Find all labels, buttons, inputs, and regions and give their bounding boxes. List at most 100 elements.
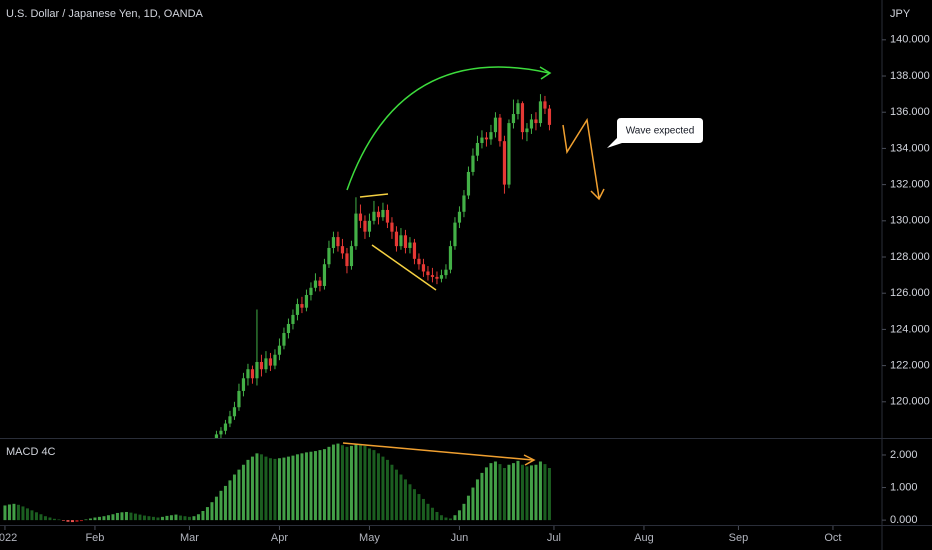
histogram-bar xyxy=(48,517,52,521)
histogram-bar xyxy=(147,516,151,521)
histogram-bar xyxy=(516,460,520,521)
histogram-bar xyxy=(331,444,335,521)
histogram-bar xyxy=(336,443,340,521)
histogram-bar xyxy=(286,456,290,521)
y-axis-label: JPY xyxy=(890,8,911,20)
histogram-bar xyxy=(106,515,110,521)
y-tick-label: 128.000 xyxy=(890,251,930,263)
candle-body xyxy=(219,430,223,435)
candle-body xyxy=(232,407,237,417)
y-tick-label: 138.000 xyxy=(890,70,930,82)
histogram-bar xyxy=(385,459,389,521)
x-tick-label: Jul xyxy=(547,532,561,544)
histogram-bar xyxy=(97,516,101,521)
histogram-bar xyxy=(394,469,398,521)
x-tick-label: Feb xyxy=(85,532,104,544)
histogram-bar xyxy=(349,445,353,521)
histogram-bar xyxy=(502,468,506,521)
histogram-bar xyxy=(484,467,488,521)
candle-body xyxy=(408,242,412,248)
x-tick-label: May xyxy=(359,532,380,544)
candle-body xyxy=(421,264,426,272)
histogram-bar xyxy=(480,472,484,521)
histogram-bar xyxy=(300,453,304,521)
candle-body xyxy=(214,434,219,438)
candle-body xyxy=(480,137,484,143)
histogram-bar xyxy=(124,511,128,521)
histogram-bar xyxy=(462,503,466,521)
histogram-bar xyxy=(237,469,241,521)
histogram-bar xyxy=(57,519,61,521)
histogram-bar xyxy=(367,448,371,521)
histogram-bar xyxy=(507,464,511,521)
histogram-bar xyxy=(475,479,479,521)
candle-body xyxy=(403,235,408,248)
candle-body xyxy=(547,108,552,125)
histogram-bar xyxy=(466,495,470,521)
candle-body xyxy=(372,211,376,221)
candle-body xyxy=(273,354,277,366)
histogram-bar xyxy=(318,450,322,521)
candle-body xyxy=(309,287,313,296)
histogram-bar xyxy=(25,508,29,521)
candle-body xyxy=(313,280,318,288)
histogram-bar xyxy=(187,516,191,521)
histogram-bar xyxy=(219,490,223,521)
y-tick-label: 124.000 xyxy=(890,323,930,335)
histogram-bar xyxy=(529,465,533,521)
candle-body xyxy=(484,137,489,140)
histogram-bar xyxy=(169,515,173,521)
histogram-bar xyxy=(241,464,245,521)
histogram-bar xyxy=(7,504,11,521)
y-tick-label: 126.000 xyxy=(890,287,930,299)
histogram-bar xyxy=(156,517,160,521)
histogram-bar xyxy=(430,507,434,521)
y-tick-label: 136.000 xyxy=(890,106,930,118)
histogram-bar xyxy=(196,514,200,521)
histogram-bar xyxy=(538,461,542,521)
candle-body xyxy=(394,231,399,247)
candle-body xyxy=(462,195,466,212)
histogram-bar xyxy=(345,446,349,521)
x-tick-label: Mar xyxy=(180,532,199,544)
histogram-bar xyxy=(340,445,344,521)
histogram-bar xyxy=(408,484,412,521)
candle-body xyxy=(529,119,534,129)
candle-body xyxy=(291,314,295,324)
histogram-bar xyxy=(295,454,299,521)
histogram-bar xyxy=(21,506,25,521)
histogram-bar xyxy=(34,512,38,521)
arrow-head xyxy=(590,188,605,201)
y-tick-label: 120.000 xyxy=(890,396,930,408)
chart-title: U.S. Dollar / Japanese Yen, 1D, OANDA xyxy=(6,8,204,20)
histogram-bar xyxy=(309,451,313,521)
histogram-bar xyxy=(61,520,65,521)
histogram-bar xyxy=(313,451,317,521)
candle-body xyxy=(367,220,372,232)
histogram-bar xyxy=(75,520,79,522)
histogram-bar xyxy=(417,494,421,521)
candle-body xyxy=(538,101,543,124)
histogram-bar xyxy=(327,446,331,521)
divergence-line xyxy=(342,442,534,461)
macd-pane xyxy=(3,443,551,523)
histogram-bar xyxy=(84,519,88,521)
histogram-bar xyxy=(322,449,326,521)
candle-body xyxy=(277,345,282,355)
histogram-bar xyxy=(43,516,47,521)
histogram-bar xyxy=(3,505,7,521)
candle-body xyxy=(543,101,547,109)
candle-body xyxy=(345,253,349,267)
histogram-bar xyxy=(88,518,92,521)
histogram-bar xyxy=(120,512,124,521)
histogram-bar xyxy=(412,489,416,521)
histogram-bar xyxy=(457,510,461,521)
arrow-head xyxy=(523,454,536,466)
histogram-bar xyxy=(138,514,142,521)
histogram-bar xyxy=(273,458,277,521)
histogram-bar xyxy=(376,453,380,521)
candle-body xyxy=(246,369,250,379)
candle-body xyxy=(525,128,529,133)
